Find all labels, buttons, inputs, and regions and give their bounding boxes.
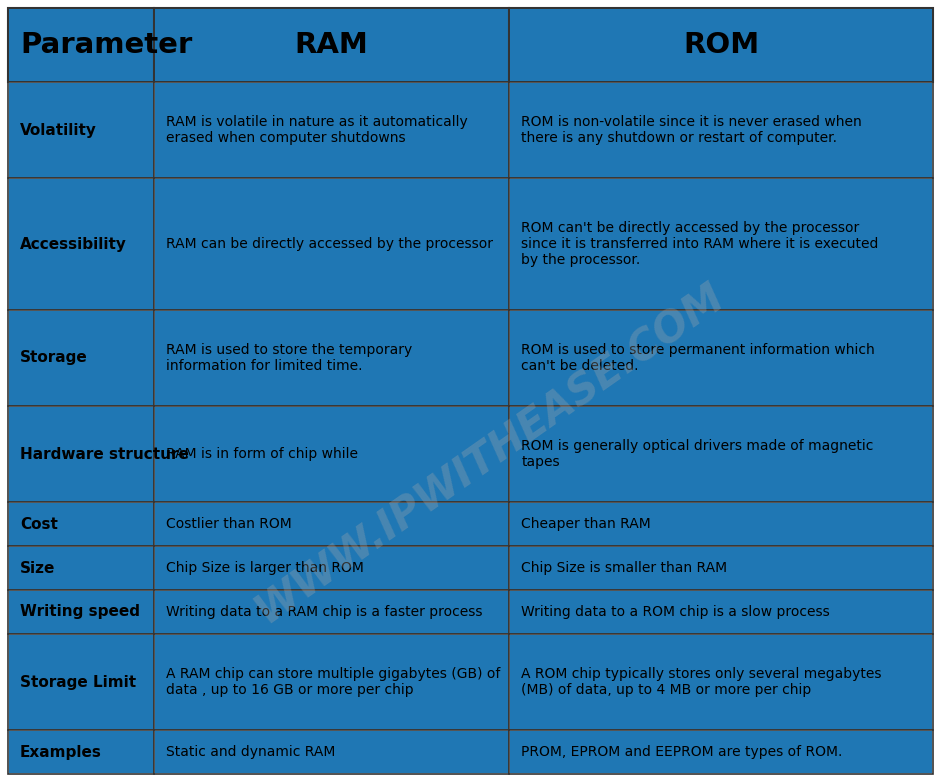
Text: Storage Limit: Storage Limit: [20, 675, 136, 690]
Bar: [154, 503, 509, 547]
Text: RAM is volatile in nature as it automatically
erased when computer shutdowns: RAM is volatile in nature as it automati…: [167, 115, 468, 145]
Text: Accessibility: Accessibility: [20, 236, 127, 252]
Bar: [154, 310, 509, 406]
Bar: [509, 8, 933, 82]
Bar: [8, 178, 154, 310]
Bar: [8, 730, 154, 774]
Bar: [509, 406, 933, 503]
Bar: [509, 178, 933, 310]
Text: Costlier than ROM: Costlier than ROM: [167, 518, 292, 531]
Bar: [510, 547, 932, 589]
Bar: [510, 407, 932, 501]
Bar: [8, 590, 154, 634]
Bar: [155, 591, 508, 633]
Bar: [155, 731, 508, 773]
Bar: [510, 635, 932, 729]
Bar: [154, 406, 509, 503]
Bar: [154, 730, 509, 774]
Text: Static and dynamic RAM: Static and dynamic RAM: [167, 745, 336, 759]
Bar: [155, 310, 508, 405]
Bar: [510, 504, 932, 545]
Bar: [155, 635, 508, 729]
Text: Writing speed: Writing speed: [20, 604, 140, 619]
Text: Volatility: Volatility: [20, 123, 97, 138]
Text: A RAM chip can store multiple gigabytes (GB) of
data , up to 16 GB or more per c: A RAM chip can store multiple gigabytes …: [167, 667, 501, 697]
Text: Cost: Cost: [20, 517, 58, 532]
Text: Hardware structure: Hardware structure: [20, 447, 189, 462]
Bar: [9, 179, 153, 309]
Text: Writing data to a ROM chip is a slow process: Writing data to a ROM chip is a slow pro…: [521, 605, 830, 619]
Text: Writing data to a RAM chip is a faster process: Writing data to a RAM chip is a faster p…: [167, 605, 483, 619]
Text: Parameter: Parameter: [20, 31, 192, 59]
Text: Size: Size: [20, 561, 56, 576]
Bar: [8, 503, 154, 547]
Text: Chip Size is larger than ROM: Chip Size is larger than ROM: [167, 561, 364, 575]
Bar: [509, 634, 933, 730]
Bar: [9, 731, 153, 773]
Bar: [154, 547, 509, 590]
Text: Examples: Examples: [20, 744, 102, 759]
Bar: [8, 406, 154, 503]
Text: RAM: RAM: [295, 31, 369, 59]
Bar: [154, 178, 509, 310]
Bar: [155, 547, 508, 589]
Bar: [9, 591, 153, 633]
Bar: [510, 591, 932, 633]
Bar: [155, 179, 508, 309]
Bar: [509, 590, 933, 634]
Bar: [510, 9, 932, 81]
Text: ROM is used to store permanent information which
can't be deleted.: ROM is used to store permanent informati…: [521, 343, 875, 373]
Bar: [509, 547, 933, 590]
Bar: [510, 731, 932, 773]
Text: A ROM chip typically stores only several megabytes
(MB) of data, up to 4 MB or m: A ROM chip typically stores only several…: [521, 667, 882, 697]
Bar: [509, 503, 933, 547]
Bar: [8, 547, 154, 590]
Text: Cheaper than RAM: Cheaper than RAM: [521, 518, 651, 531]
Bar: [9, 504, 153, 545]
Bar: [509, 730, 933, 774]
Bar: [155, 9, 508, 81]
Bar: [154, 82, 509, 178]
Bar: [154, 8, 509, 82]
Bar: [155, 407, 508, 501]
Bar: [9, 407, 153, 501]
Bar: [9, 635, 153, 729]
Text: PROM, EPROM and EEPROM are types of ROM.: PROM, EPROM and EEPROM are types of ROM.: [521, 745, 843, 759]
Bar: [155, 504, 508, 545]
Bar: [154, 590, 509, 634]
Bar: [8, 634, 154, 730]
Text: ROM is generally optical drivers made of magnetic
tapes: ROM is generally optical drivers made of…: [521, 439, 874, 469]
Bar: [510, 83, 932, 178]
Text: Storage: Storage: [20, 350, 88, 365]
Bar: [8, 310, 154, 406]
Text: RAM is used to store the temporary
information for limited time.: RAM is used to store the temporary infor…: [167, 343, 412, 373]
Text: Chip Size is smaller than RAM: Chip Size is smaller than RAM: [521, 561, 727, 575]
Bar: [154, 634, 509, 730]
Bar: [9, 547, 153, 589]
Bar: [510, 179, 932, 309]
Text: ROM can't be directly accessed by the processor
since it is transferred into RAM: ROM can't be directly accessed by the pr…: [521, 221, 879, 267]
Text: RAM is in form of chip while: RAM is in form of chip while: [167, 447, 359, 461]
Bar: [510, 310, 932, 405]
Bar: [9, 310, 153, 405]
Bar: [8, 82, 154, 178]
Bar: [8, 8, 154, 82]
Text: ROM: ROM: [683, 31, 759, 59]
Bar: [509, 82, 933, 178]
Text: ROM is non-volatile since it is never erased when
there is any shutdown or resta: ROM is non-volatile since it is never er…: [521, 115, 862, 145]
Text: WWW.IPWITHEASE.COM: WWW.IPWITHEASE.COM: [247, 275, 732, 632]
Text: RAM can be directly accessed by the processor: RAM can be directly accessed by the proc…: [167, 237, 493, 251]
Bar: [155, 83, 508, 178]
Bar: [9, 83, 153, 178]
Bar: [9, 9, 153, 81]
Bar: [509, 310, 933, 406]
